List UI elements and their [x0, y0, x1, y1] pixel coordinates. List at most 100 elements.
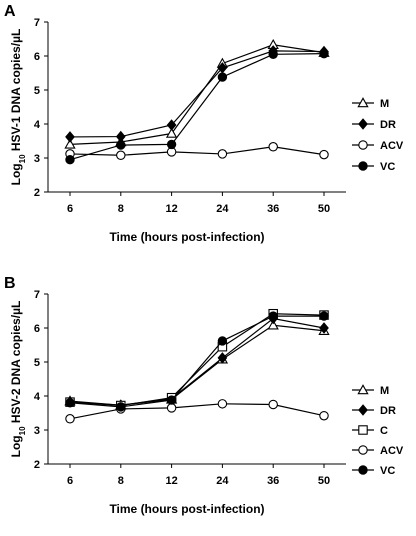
x-axis-title: Time (hours post-infection): [109, 502, 264, 516]
data-point: [166, 395, 177, 405]
y-tick-label: 6: [34, 51, 40, 63]
series-dr: [65, 312, 329, 411]
x-tick-label: 8: [118, 475, 124, 487]
y-axis-title-part: Log: [9, 163, 23, 185]
data-point: [319, 410, 329, 421]
legend-marker: [358, 425, 368, 435]
series-line: [69, 403, 325, 420]
data-point: [116, 150, 126, 161]
series-c: [65, 308, 329, 411]
y-tick-label: 2: [34, 187, 40, 199]
legend-label: M: [380, 385, 389, 397]
legend-label: M: [380, 98, 389, 110]
series-dr: [65, 45, 329, 143]
data-point: [116, 402, 126, 412]
legend-marker: [358, 404, 368, 416]
x-tick-label: 6: [67, 475, 73, 487]
data-point: [165, 127, 178, 138]
legend-label: ACV: [380, 140, 404, 152]
y-axis-title: Log10 HSV-2 DNA copies/µL: [9, 301, 27, 458]
x-tick-label: 50: [318, 203, 330, 215]
series-line: [69, 53, 325, 161]
legend-label: ACV: [380, 445, 404, 457]
panel-letter: B: [4, 275, 16, 292]
legend-marker: [358, 161, 368, 171]
data-point: [217, 352, 228, 364]
series-line: [69, 44, 325, 145]
panel-a: A 2 3 4 5 6 7 6 8 12 24 36 50 Time (hours post-infect…: [4, 3, 404, 244]
series-acv: [65, 142, 329, 161]
data-point: [116, 140, 126, 150]
data-point: [268, 49, 278, 59]
legend-label: VC: [380, 161, 395, 173]
data-point: [319, 311, 329, 321]
y-tick-label: 5: [34, 85, 40, 97]
panel-letter: A: [4, 3, 16, 20]
panel-b: B 2 3 4 5 6 7 6 8 12 24 36 50 Time (hours post-infect…: [4, 275, 404, 516]
y-tick-label: 3: [34, 425, 40, 437]
x-tick-label: 50: [318, 475, 330, 487]
x-tick-label: 8: [118, 203, 124, 215]
data-point: [64, 138, 76, 149]
series-m: [64, 38, 330, 149]
legend: M DR C ACV VC: [352, 384, 404, 477]
legend-label: DR: [380, 119, 396, 131]
x-tick-label: 24: [216, 475, 229, 487]
data-point: [319, 48, 329, 59]
data-point: [268, 142, 278, 152]
series-m: [64, 319, 330, 410]
data-point: [319, 322, 329, 334]
data-point: [65, 131, 75, 143]
data-point: [268, 311, 278, 321]
series-line: [69, 315, 324, 408]
y-axis-title-part: Log: [9, 435, 23, 457]
data-point: [65, 155, 75, 165]
data-point: [319, 149, 329, 160]
legend: M DR ACV VC: [352, 97, 404, 173]
data-point: [217, 149, 228, 159]
data-point: [166, 119, 177, 131]
y-axis-title-subscript: 10: [18, 426, 27, 435]
legend-label: VC: [380, 465, 395, 477]
y-tick-label: 4: [34, 119, 41, 131]
y-tick-label: 4: [34, 391, 41, 403]
series-line: [69, 50, 325, 138]
legend-marker: [358, 140, 368, 150]
series-vc: [65, 311, 329, 412]
y-axis-title: Log10 HSV-1 DNA copies/µL: [9, 29, 27, 186]
legend-marker: [358, 465, 368, 475]
legend-label: C: [380, 425, 388, 437]
x-tick-label: 36: [267, 475, 279, 487]
y-tick-label: 7: [34, 289, 40, 301]
series-acv: [65, 399, 329, 424]
y-axis-title-part: HSV-1 DNA copies/µL: [9, 29, 23, 155]
data-point: [267, 319, 279, 330]
y-tick-label: 5: [34, 357, 40, 369]
y-tick-label: 6: [34, 323, 40, 335]
x-tick-label: 6: [67, 203, 73, 215]
legend-marker: [358, 118, 368, 130]
legend-label: DR: [380, 405, 396, 417]
series-vc: [65, 48, 329, 165]
series-line: [69, 313, 325, 407]
data-point: [166, 403, 177, 413]
legend-marker: [357, 384, 369, 395]
legend-marker: [358, 445, 368, 455]
x-tick-label: 36: [267, 203, 279, 215]
data-point: [166, 139, 177, 150]
x-axis-title: Time (hours post-infection): [109, 230, 264, 244]
data-point: [115, 130, 126, 143]
data-point: [65, 398, 75, 408]
data-point: [65, 414, 75, 424]
y-tick-label: 2: [34, 459, 40, 471]
data-point: [217, 72, 228, 82]
data-point: [268, 399, 278, 410]
y-axis-title-subscript: 10: [18, 154, 27, 163]
y-tick-label: 3: [34, 153, 40, 165]
data-point: [217, 336, 228, 346]
x-tick-label: 24: [216, 203, 229, 215]
series-line: [69, 317, 325, 406]
x-tick-label: 12: [165, 203, 177, 215]
data-point: [217, 399, 228, 409]
